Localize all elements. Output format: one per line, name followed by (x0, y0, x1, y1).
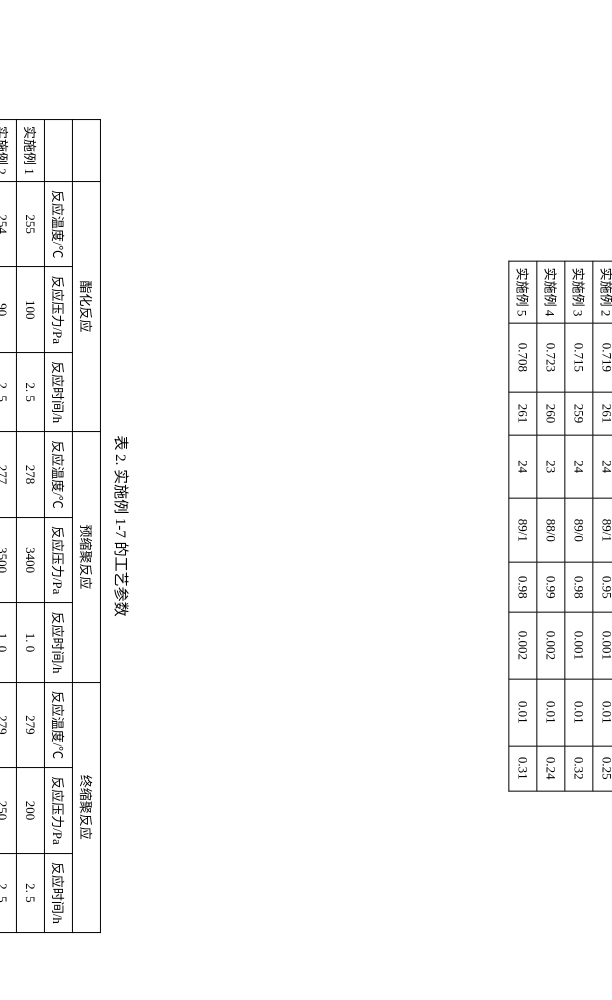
table3-cell: 0.32 (564, 746, 592, 791)
table2-sh-4: 反应温度/℃ (44, 432, 72, 518)
table-row: 实施例 12551002. 527834001. 02792002. 5 (16, 120, 44, 933)
table-row: 实施例 2254902. 527735001. 02792502. 5 (0, 120, 16, 933)
table3-cell: 24 (564, 435, 592, 498)
table3-cell: 89/0 (564, 498, 592, 562)
table2-sh-3: 反应时间/h (44, 353, 72, 432)
table-row: 实施例 50.7082612489/10.980.0020.010.31 (508, 261, 536, 791)
table3-cell: 0.723 (536, 323, 564, 392)
table2-cell: 2. 5 (16, 353, 44, 432)
table2-cell: 279 (0, 682, 16, 768)
table2-cell: 100 (16, 267, 44, 353)
table3-cell: 0.715 (564, 323, 592, 392)
table2-gh-2: 预缩聚反应 (72, 432, 100, 682)
table2-sh-8: 反应压力/Pa (44, 768, 72, 854)
table3-cell: 0.001 (592, 612, 612, 679)
table3-cell: 23 (536, 435, 564, 498)
table2-cell: 1. 0 (16, 603, 44, 682)
table3-cell: 0.31 (508, 746, 536, 791)
table-row: 实施例 30.7152592489/00.980.0010.010.32 (564, 261, 592, 791)
table2-gh-3: 终缩聚反应 (72, 682, 100, 932)
table2-cell: 2. 5 (0, 853, 16, 932)
table2-sh-0 (44, 120, 72, 182)
table3-cell: 0.708 (508, 323, 536, 392)
table3-cell: 0.01 (536, 679, 564, 746)
table3-cell: 0.98 (564, 562, 592, 612)
table3-cell: 0.002 (508, 612, 536, 679)
table2-gh-1: 酯化反应 (72, 181, 100, 431)
table2-sh-2: 反应压力/Pa (44, 267, 72, 353)
table3-cell: 0.01 (564, 679, 592, 746)
table3-cell: 24 (508, 435, 536, 498)
table2-group-row: 酯化反应 预缩聚反应 终缩聚反应 (72, 120, 100, 933)
table3-cell: 89/1 (508, 498, 536, 562)
table3-cell: 0.01 (592, 679, 612, 746)
table2-cell: 200 (16, 768, 44, 854)
table3: 特性粘度(dl/g) 熔点(℃) 端羧基(mmol/t) 色相 L/b DEG(… (508, 261, 612, 792)
table2-sub-row: 反应温度/℃ 反应压力/Pa 反应时间/h 反应温度/℃ 反应压力/Pa 反应时… (44, 120, 72, 933)
table2-cell: 279 (16, 682, 44, 768)
table2-sh-9: 反应时间/h (44, 853, 72, 932)
table3-cell: 0.24 (536, 746, 564, 791)
table2-rowlabel: 实施例 1 (16, 120, 44, 182)
table3-cell: 0.001 (564, 612, 592, 679)
table2-cell: 2. 5 (16, 853, 44, 932)
table2: 酯化反应 预缩聚反应 终缩聚反应 反应温度/℃ 反应压力/Pa 反应时间/h 反… (0, 119, 101, 933)
table3-cell: 260 (536, 392, 564, 435)
table3-cell: 0.95 (592, 562, 612, 612)
table3-cell: 261 (508, 392, 536, 435)
table2-cell: 277 (0, 432, 16, 518)
table3-cell: 259 (564, 392, 592, 435)
table3-cell: 0.98 (508, 562, 536, 612)
table2-sh-7: 反应温度/℃ (44, 682, 72, 768)
table-row: 实施例 20.7192612489/10.950.0010.010.25 (592, 261, 612, 791)
table3-cell: 0.002 (536, 612, 564, 679)
table3-rowlabel: 实施例 3 (564, 261, 592, 323)
table2-sh-5: 反应压力/Pa (44, 517, 72, 603)
table2-gh-0 (72, 120, 100, 182)
table2-cell: 3400 (16, 517, 44, 603)
table-row: 实施例 40.7232602388/00.990.0020.010.24 (536, 261, 564, 791)
table3-block: 表 3 实施例 1-7 的质量指标 特性粘度(dl/g) 熔点(℃) 端羧基(m… (412, 261, 612, 792)
table2-sh-6: 反应时间/h (44, 603, 72, 682)
table2-caption: 表 2. 实施例 1-7 的工艺参数 (111, 435, 132, 616)
table2-cell: 2. 5 (0, 353, 16, 432)
table2-cell: 254 (0, 181, 16, 267)
table3-cell: 0.25 (592, 746, 612, 791)
table3-rowlabel: 实施例 4 (536, 261, 564, 323)
table2-rowlabel: 实施例 2 (0, 120, 16, 182)
table3-cell: 24 (592, 435, 612, 498)
table3-rowlabel: 实施例 5 (508, 261, 536, 323)
table2-cell: 278 (16, 432, 44, 518)
table2-cell: 90 (0, 267, 16, 353)
table3-cell: 0.99 (536, 562, 564, 612)
table2-cell: 1. 0 (0, 603, 16, 682)
table2-cell: 3500 (0, 517, 16, 603)
table3-cell: 0.01 (508, 679, 536, 746)
table3-rowlabel: 实施例 2 (592, 261, 612, 323)
table2-block: 表 2. 实施例 1-7 的工艺参数 酯化反应 预缩聚反应 终缩聚反应 反应温度… (0, 119, 132, 933)
table3-cell: 89/1 (592, 498, 612, 562)
table2-sh-1: 反应温度/℃ (44, 181, 72, 267)
table3-cell: 0.719 (592, 323, 612, 392)
table3-cell: 88/0 (536, 498, 564, 562)
table2-cell: 250 (0, 768, 16, 854)
table2-cell: 255 (16, 181, 44, 267)
table3-cell: 261 (592, 392, 612, 435)
